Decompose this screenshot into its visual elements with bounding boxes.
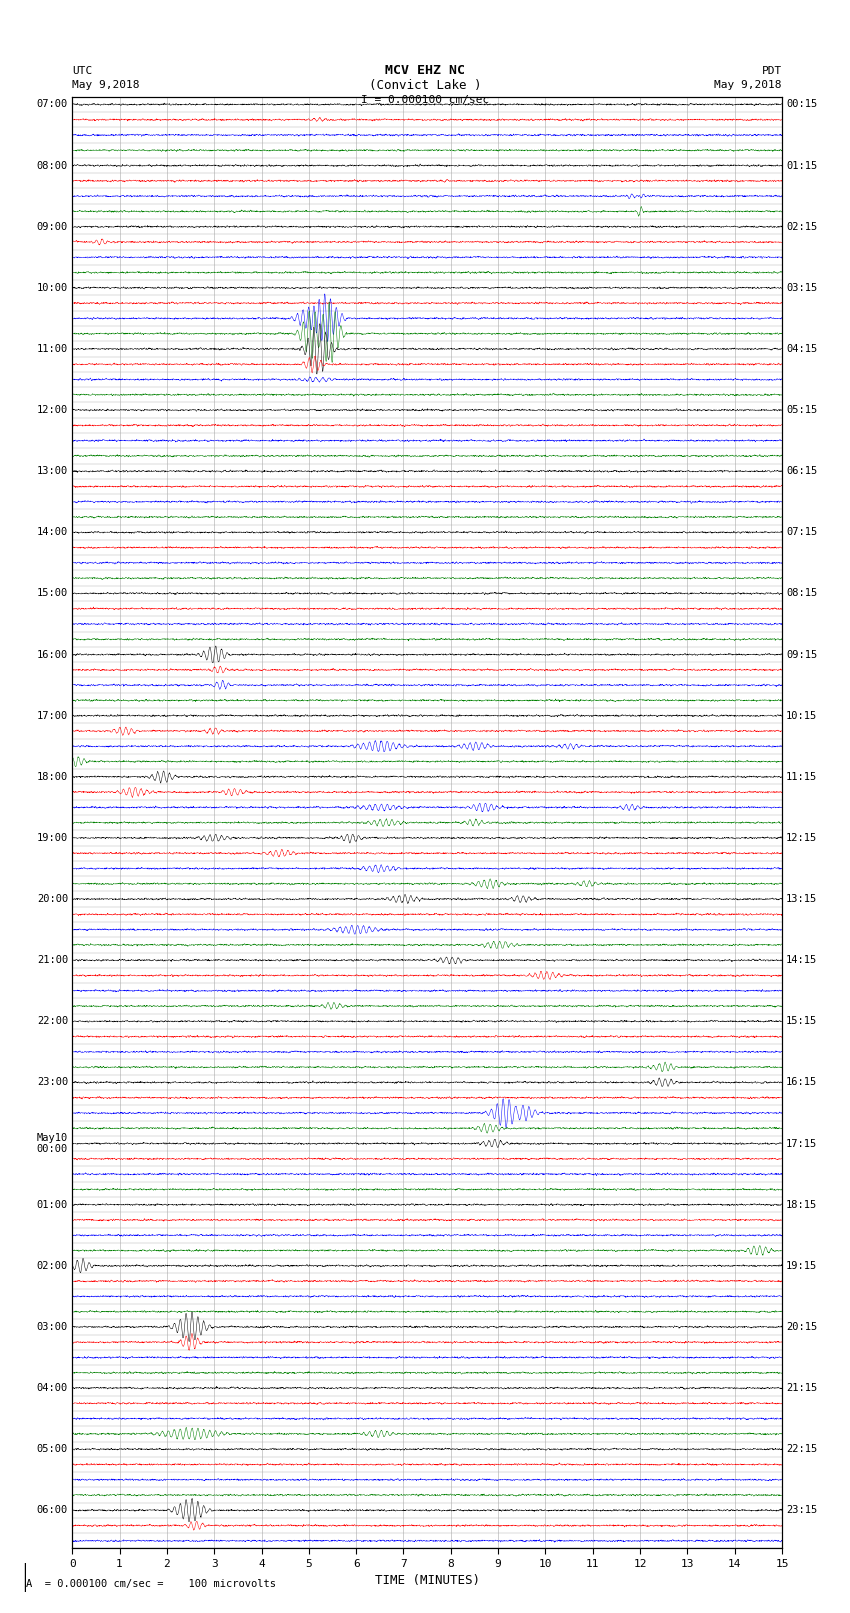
Text: PDT: PDT (762, 66, 782, 76)
X-axis label: TIME (MINUTES): TIME (MINUTES) (375, 1574, 479, 1587)
Text: MCV EHZ NC: MCV EHZ NC (385, 65, 465, 77)
Text: I = 0.000100 cm/sec: I = 0.000100 cm/sec (361, 95, 489, 105)
Text: May 9,2018: May 9,2018 (715, 81, 782, 90)
Text: A  = 0.000100 cm/sec =    100 microvolts: A = 0.000100 cm/sec = 100 microvolts (26, 1579, 275, 1589)
Text: May 9,2018: May 9,2018 (72, 81, 139, 90)
Text: (Convict Lake ): (Convict Lake ) (369, 79, 481, 92)
Text: UTC: UTC (72, 66, 93, 76)
